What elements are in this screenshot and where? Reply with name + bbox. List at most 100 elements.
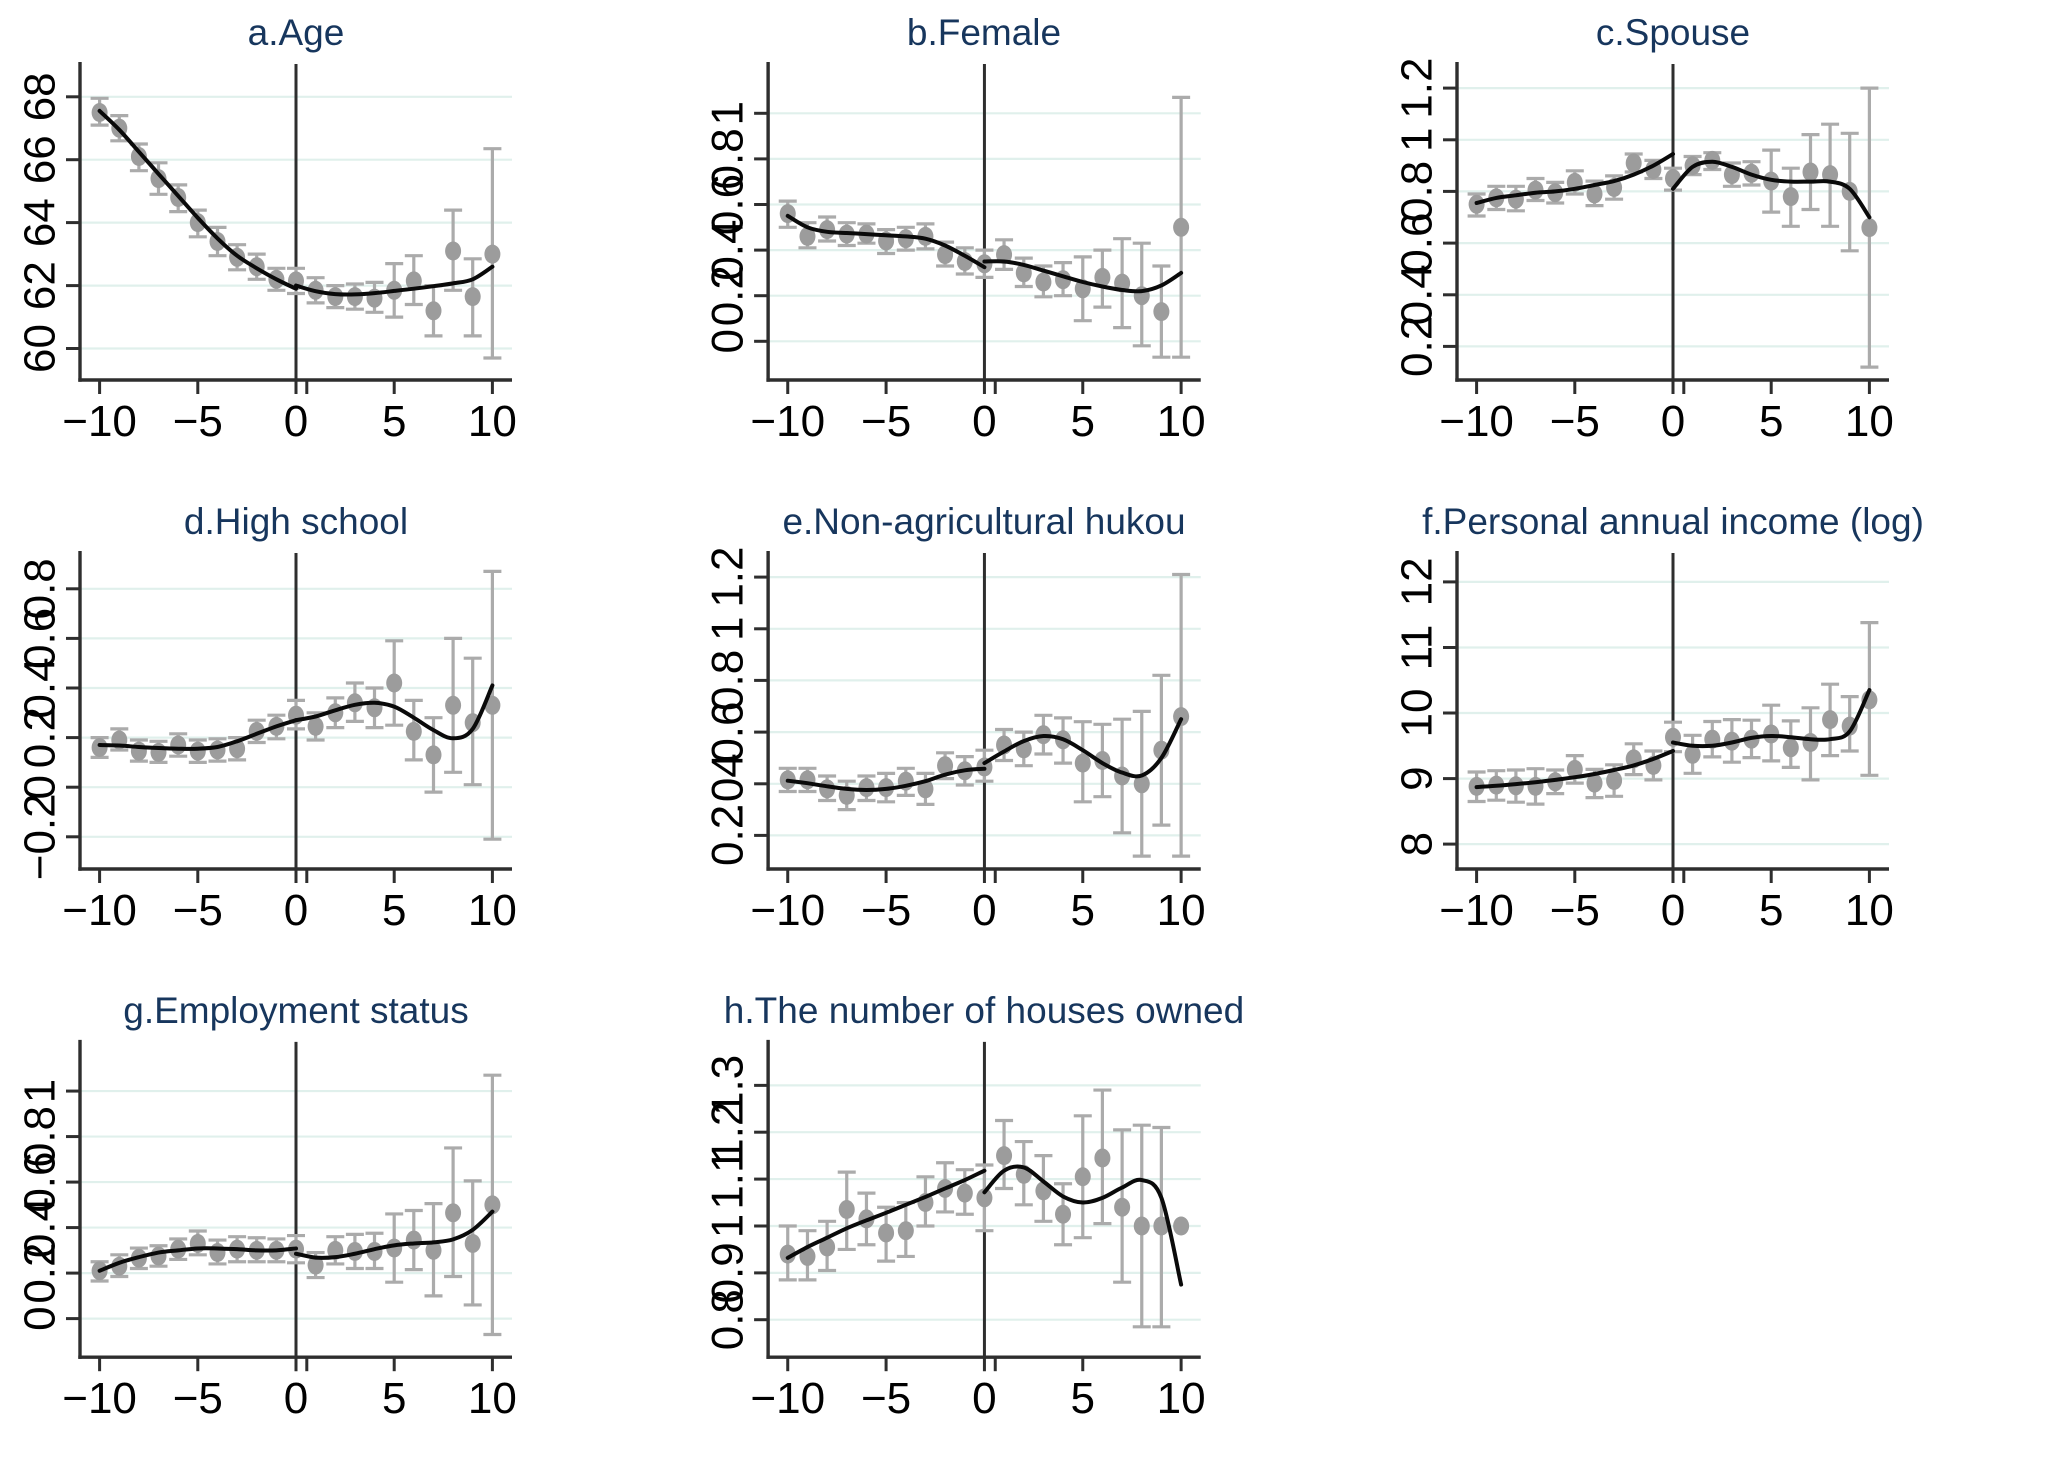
svg-text:62: 62 — [16, 261, 65, 310]
svg-text:0: 0 — [1661, 886, 1685, 935]
svg-text:10: 10 — [1845, 397, 1894, 446]
svg-text:−0.2: −0.2 — [16, 793, 65, 880]
panel-g-title: g.Employment status — [123, 990, 469, 1031]
panel-c-spouse: c.Spouse 0.2 0.4 0.6 0.8 1 1.2 −10 −5 0 5 10 — [1377, 0, 2065, 489]
panel-h-title: h.The number of houses owned — [723, 990, 1245, 1031]
svg-text:−10: −10 — [62, 886, 137, 935]
svg-text:0.8: 0.8 — [704, 650, 753, 711]
svg-text:0.6: 0.6 — [1393, 213, 1442, 274]
svg-text:0.2: 0.2 — [704, 265, 753, 326]
svg-text:0.4: 0.4 — [1393, 264, 1442, 325]
svg-text:−5: −5 — [1550, 886, 1600, 935]
spouse-chart: 0.20.40.60.8 1 1.2 −10 −5 0 5 10 — [1393, 58, 1894, 446]
svg-text:1.3: 1.3 — [704, 1055, 753, 1116]
svg-text:5: 5 — [382, 397, 406, 446]
svg-text:0.4: 0.4 — [704, 220, 753, 281]
svg-text:1.2: 1.2 — [704, 547, 753, 608]
svg-text:0: 0 — [972, 886, 997, 935]
svg-text:1: 1 — [15, 1079, 64, 1103]
svg-text:0: 0 — [15, 1306, 64, 1330]
svg-text:−5: −5 — [861, 886, 911, 935]
svg-text:.04: .04 — [704, 753, 753, 814]
svg-text:−10: −10 — [1439, 886, 1514, 935]
svg-text:0.8: 0.8 — [704, 128, 753, 189]
panel-h-houses: h.The number of houses owned 0.8 0.9 1 1.1 1… — [688, 978, 1377, 1466]
empty-cell — [1377, 978, 2065, 1466]
svg-text:12: 12 — [1393, 557, 1442, 606]
svg-text:−5: −5 — [861, 397, 911, 446]
svg-text:10: 10 — [468, 397, 517, 446]
svg-text:0.2: 0.2 — [15, 1243, 64, 1304]
svg-text:0.6: 0.6 — [16, 608, 65, 669]
age-chart: 60 62 64 66 68 −10 −5 0 5 10 — [16, 62, 517, 446]
svg-text:0: 0 — [284, 1374, 308, 1423]
svg-text:1: 1 — [704, 617, 753, 641]
svg-text:0: 0 — [972, 1374, 997, 1423]
svg-text:60: 60 — [16, 324, 65, 373]
svg-text:−5: −5 — [861, 1374, 911, 1423]
panel-c-title: c.Spouse — [1595, 12, 1751, 53]
svg-text:−10: −10 — [62, 1374, 137, 1423]
svg-text:1: 1 — [704, 1214, 753, 1238]
svg-text:10: 10 — [1845, 886, 1894, 935]
svg-text:−10: −10 — [62, 397, 137, 446]
svg-text:−5: −5 — [1550, 397, 1600, 446]
svg-text:0.4: 0.4 — [15, 1197, 64, 1258]
svg-text:1: 1 — [704, 101, 753, 125]
svg-text:11: 11 — [1393, 625, 1442, 671]
svg-text:−5: −5 — [173, 1374, 223, 1423]
svg-text:64: 64 — [16, 198, 65, 247]
svg-text:−10: −10 — [750, 1374, 825, 1423]
panel-d-title: d.High school — [183, 501, 409, 542]
panel-a-title: a.Age — [247, 12, 345, 53]
svg-text:−5: −5 — [173, 397, 223, 446]
income-chart: 8 9 10 11 12 −10 −5 0 5 10 — [1393, 551, 1894, 935]
svg-text:−10: −10 — [750, 886, 825, 935]
svg-text:1: 1 — [1393, 128, 1442, 152]
svg-text:5: 5 — [382, 886, 406, 935]
svg-text:10: 10 — [1393, 689, 1442, 738]
svg-text:5: 5 — [1759, 397, 1783, 446]
svg-text:0.6: 0.6 — [704, 174, 753, 235]
female-chart: 0 0.20.40.60.8 1 −10 −5 0 5 10 — [704, 62, 1206, 446]
svg-text:10: 10 — [1157, 886, 1206, 935]
svg-text:0.6: 0.6 — [15, 1152, 64, 1213]
svg-text:9: 9 — [1393, 766, 1442, 790]
svg-text:10: 10 — [468, 1374, 517, 1423]
svg-text:0.8: 0.8 — [1393, 161, 1442, 222]
svg-text:0.2: 0.2 — [16, 707, 65, 768]
svg-text:5: 5 — [1071, 886, 1096, 935]
panel-b-female: b.Female 0 0.2 0.4 0.6 0.8 1 −10 −5 0 5 10 — [688, 0, 1377, 489]
panel-a-age: a.Age 60 62 64 66 68 −10 −5 0 5 10 — [0, 0, 688, 489]
svg-text:10: 10 — [1157, 397, 1206, 446]
svg-text:0.2: 0.2 — [1393, 316, 1442, 377]
panel-d-high-school: d.High school −0.2 0 0.2 0.4 0.6 0.8 −10 −5 0 5 10 — [0, 489, 688, 978]
svg-text:0.8: 0.8 — [704, 1289, 753, 1350]
svg-text:1.1: 1.1 — [704, 1149, 753, 1210]
panel-e-title: e.Non-agricultural hukou — [782, 501, 1186, 542]
high-school-chart: −0.200.20.40.60.8−10 −5 0 5 10 — [16, 551, 517, 935]
svg-text:66: 66 — [16, 135, 65, 184]
svg-text:−5: −5 — [173, 886, 223, 935]
houses-chart: 0.80.9 1 1.11.21.3 −10 −5 0 5 10 — [704, 1039, 1206, 1423]
svg-text:0.8: 0.8 — [15, 1106, 64, 1167]
svg-text:68: 68 — [16, 72, 65, 121]
svg-text:0.2: 0.2 — [704, 805, 753, 866]
svg-text:−10: −10 — [1439, 397, 1514, 446]
svg-text:10: 10 — [1157, 1374, 1206, 1423]
svg-text:0: 0 — [284, 397, 308, 446]
employment-chart: 00.20.40.60.81−10 −5 0 5 10 — [15, 1039, 517, 1423]
svg-text:5: 5 — [1071, 1374, 1096, 1423]
svg-text:5: 5 — [1071, 397, 1096, 446]
svg-text:0: 0 — [1661, 397, 1685, 446]
svg-text:1.2: 1.2 — [1393, 58, 1442, 119]
svg-text:0.4: 0.4 — [16, 657, 65, 718]
svg-text:10: 10 — [468, 886, 517, 935]
panel-f-title: f.Personal annual income (log) — [1422, 501, 1924, 542]
svg-text:5: 5 — [1759, 886, 1783, 935]
panel-b-title: b.Female — [906, 12, 1062, 53]
svg-text:0.9: 0.9 — [704, 1242, 753, 1303]
panel-g-employment: g.Employment status 0 0.2 0.4 0.6 0.8 1 −10 −5 0… — [0, 978, 688, 1466]
svg-text:0: 0 — [284, 886, 308, 935]
panel-f-income: f.Personal annual income (log) 8 9 10 11 12 −… — [1377, 489, 2065, 978]
